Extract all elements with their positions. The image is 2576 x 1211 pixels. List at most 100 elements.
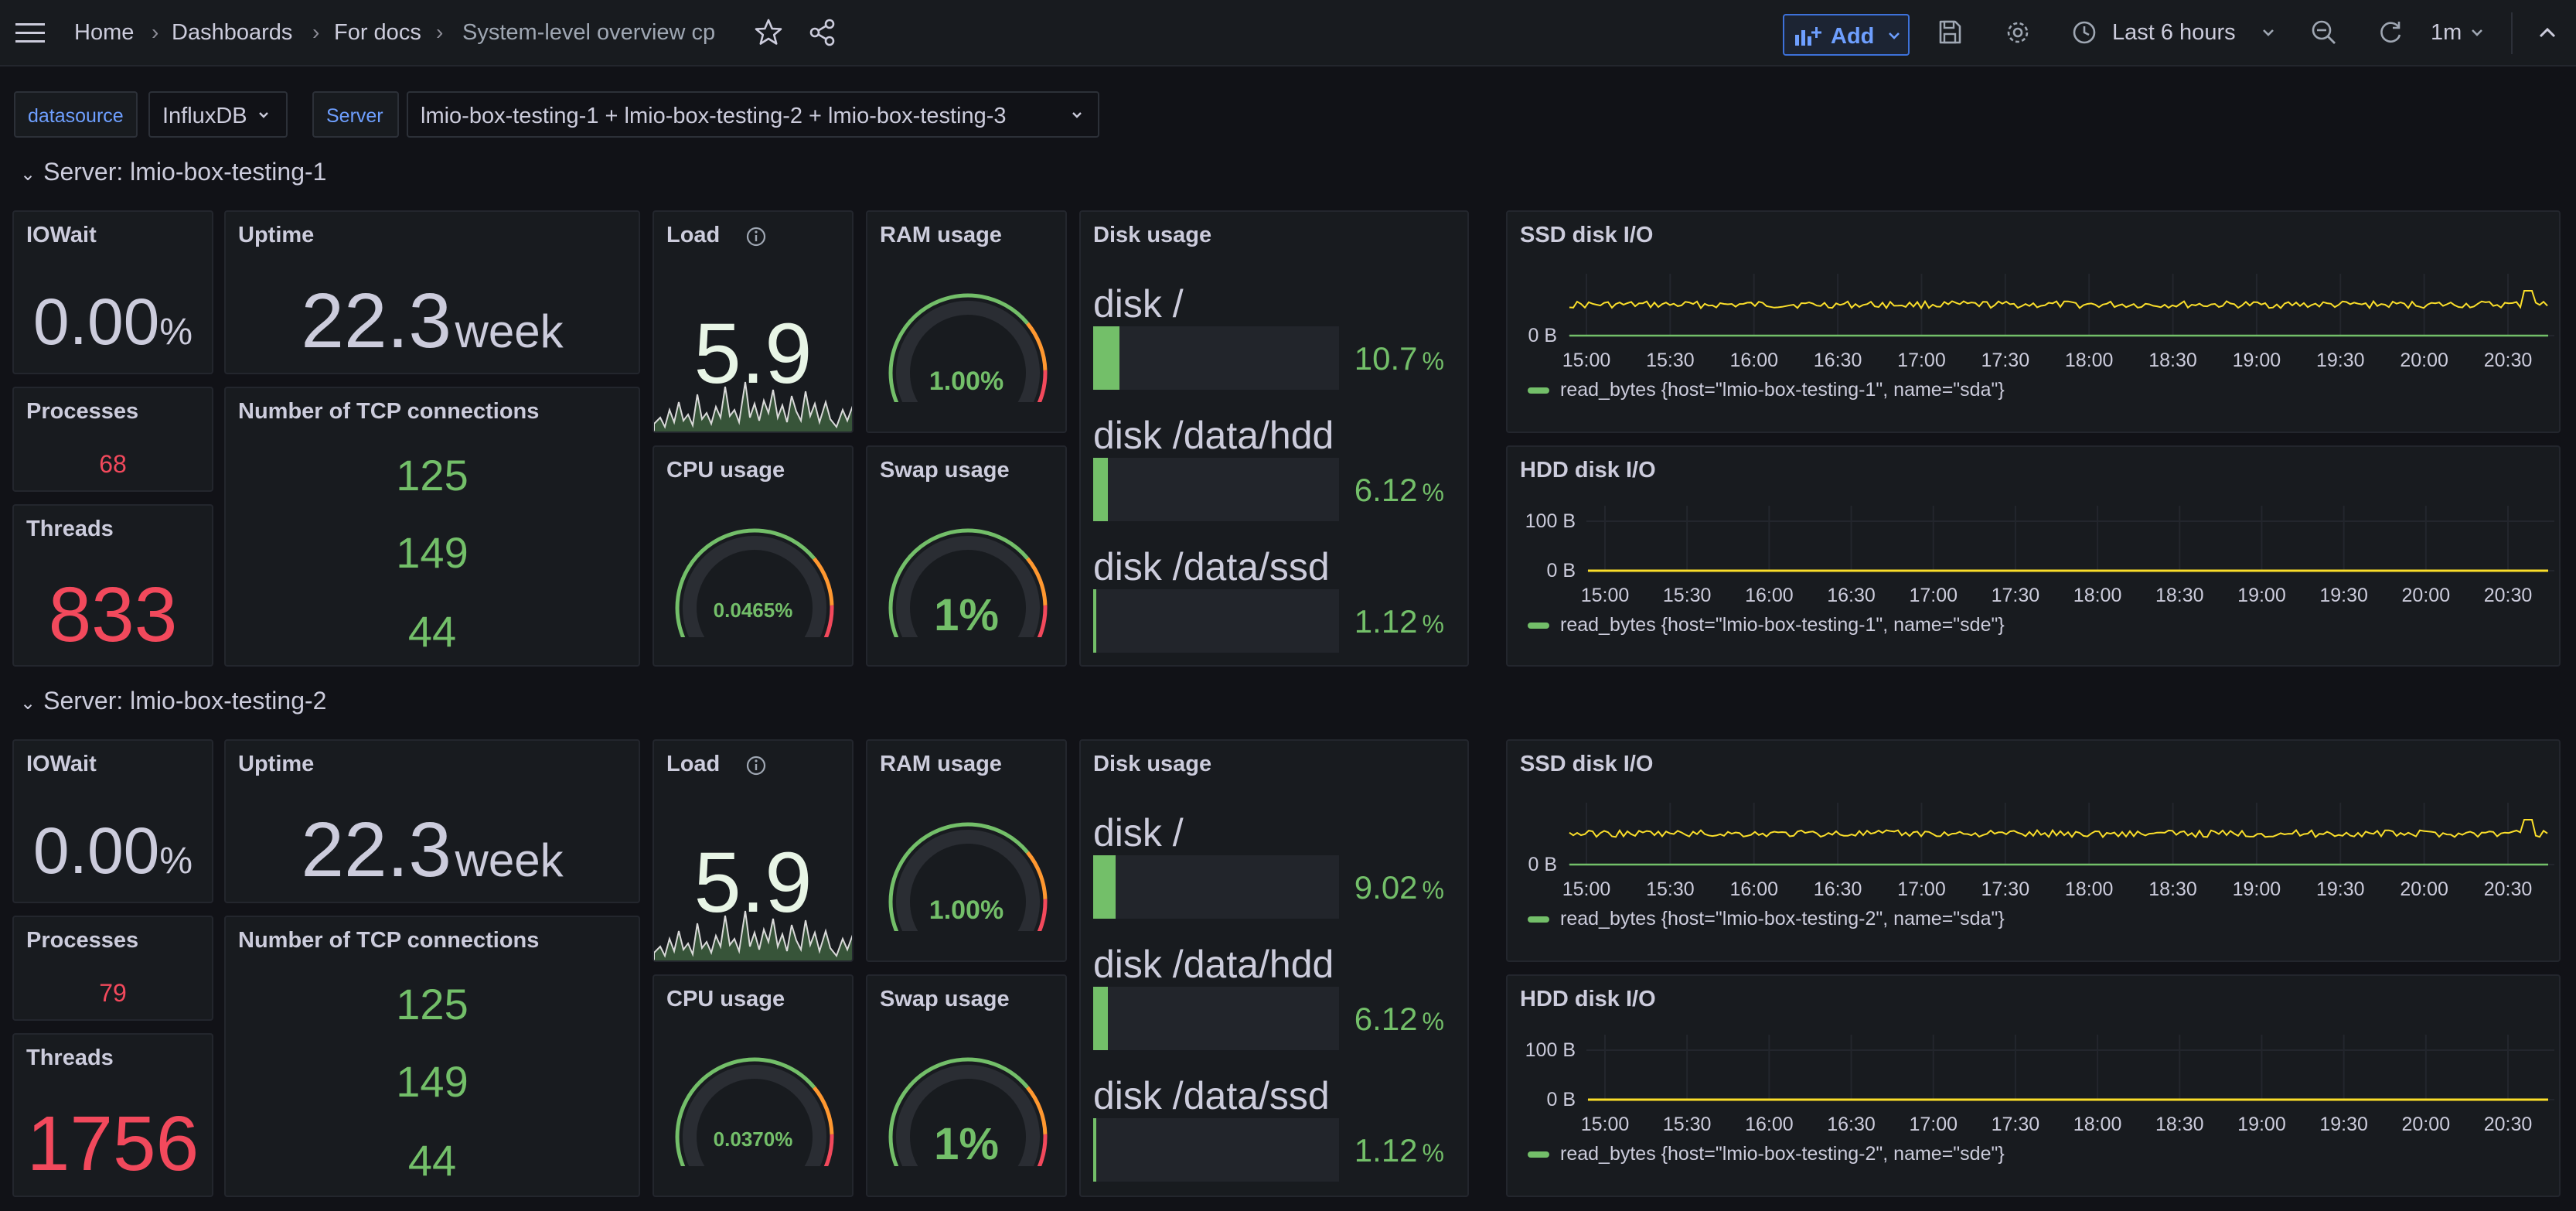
row-header-server-2[interactable]: ⌄ Server: lmio-box-testing-2 — [20, 687, 326, 715]
row-title-text: Server: lmio-box-testing-1 — [43, 158, 327, 186]
clock-icon[interactable] — [2069, 17, 2100, 48]
breadcrumb-folder[interactable]: For docs — [334, 20, 421, 45]
swap-usage-gauge — [888, 1057, 1048, 1166]
legend-item[interactable]: read_bytes {host="lmio-box-testing-2", n… — [1528, 1143, 2005, 1165]
disk-bar-fill — [1093, 987, 1109, 1050]
settings-gear-icon[interactable] — [2002, 17, 2033, 48]
disk-bar-fill — [1093, 458, 1109, 521]
legend-label: read_bytes {host="lmio-box-testing-2", n… — [1560, 1143, 2005, 1165]
zoom-out-icon[interactable] — [2309, 17, 2339, 48]
breadcrumb-home[interactable]: Home — [74, 20, 135, 45]
ram-usage-value: 1.00% — [929, 367, 1004, 396]
panel-ssd-disk-io[interactable]: SSD disk I/O 0 B 15:00 15:30 16:00 16:30 17:0… — [1506, 739, 2561, 962]
load-value: 5.9 — [693, 306, 813, 401]
disk-name: disk /data/ssd — [1093, 545, 1330, 588]
gauge-threshold-arc — [1026, 322, 1048, 370]
legend-label: read_bytes {host="lmio-box-testing-1", n… — [1560, 379, 2005, 401]
disk-value-unit: % — [1422, 347, 1444, 375]
panel-iowait[interactable]: IOWait 0.00% — [12, 210, 213, 374]
refresh-interval-picker[interactable]: 1m — [2431, 20, 2462, 45]
panel-load[interactable]: Load 5.9 — [653, 210, 854, 433]
gauge-track — [683, 536, 826, 637]
disk-value: 10.7% — [1354, 340, 1444, 377]
x-tick-label: 17:30 — [1981, 878, 2030, 900]
variable-select-datasource[interactable]: InfluxDB — [148, 91, 288, 138]
panel-disk-usage[interactable]: Disk usage disk / 9.02% disk /data/hdd 6… — [1079, 739, 1469, 1197]
legend-item[interactable]: read_bytes {host="lmio-box-testing-1", n… — [1528, 379, 2005, 401]
x-tick-label: 18:00 — [2065, 878, 2114, 900]
panel-title: Uptime — [238, 752, 315, 776]
gauge-threshold-arc — [1037, 370, 1048, 402]
panel-title: Load — [666, 223, 721, 247]
panel-title: Processes — [26, 928, 139, 953]
variable-label-server: Server — [312, 91, 399, 138]
panel-hdd-disk-io[interactable]: HDD disk I/O 100 B 0 B 15:00 15:30 16:00 16:3… — [1506, 974, 2561, 1197]
panel-threads[interactable]: Threads 833 — [12, 504, 213, 667]
panel-title: IOWait — [26, 223, 97, 247]
gauge-track — [896, 1065, 1040, 1166]
cpu-usage-value: 0.0370% — [713, 1127, 793, 1151]
uptime-value: 22.3 week — [226, 277, 639, 366]
legend-item[interactable]: read_bytes {host="lmio-box-testing-2", n… — [1528, 908, 2005, 930]
x-tick-label: 20:30 — [2484, 350, 2533, 371]
chevron-down-icon[interactable] — [2261, 25, 2276, 40]
swap-usage-value: 1% — [934, 590, 999, 640]
panel-hdd-disk-io[interactable]: HDD disk I/O 100 B 0 B 15:00 15:30 16:00 16:3… — [1506, 445, 2561, 667]
variable-select-server[interactable]: lmio-box-testing-1 + lmio-box-testing-2 … — [407, 91, 1099, 138]
chevron-down-icon[interactable] — [2469, 25, 2485, 40]
panel-ram-usage[interactable]: RAM usage 1.00% — [866, 739, 1067, 962]
panel-uptime[interactable]: Uptime 22.3 week — [224, 210, 640, 374]
panel-threads[interactable]: Threads 1756 — [12, 1033, 213, 1197]
ssd-io-chart: 0 B15:00 15:30 16:00 16:30 17:00 17:30 18:00 18… — [1528, 803, 2554, 900]
panel-processes[interactable]: Processes 79 — [12, 916, 213, 1021]
x-tick-label: 16:30 — [1814, 350, 1862, 371]
disk-bar — [1093, 1118, 1339, 1182]
x-tick-label: 18:30 — [2155, 585, 2204, 606]
x-tick-label: 20:30 — [2484, 1114, 2533, 1135]
x-tick-label: 16:00 — [1729, 878, 1778, 900]
star-icon[interactable] — [753, 17, 784, 48]
chevron-up-icon[interactable] — [2534, 20, 2561, 46]
x-tick-label: 20:30 — [2484, 585, 2533, 606]
panel-processes[interactable]: Processes 68 — [12, 387, 213, 492]
panel-tcp-connections[interactable]: Number of TCP connections 125 149 44 — [224, 387, 640, 667]
row-header-server-1[interactable]: ⌄ Server: lmio-box-testing-1 — [20, 158, 326, 186]
add-button[interactable]: Add — [1783, 14, 1910, 56]
panel-cpu-usage[interactable]: CPU usage 0.0370% — [653, 974, 854, 1197]
legend-item[interactable]: read_bytes {host="lmio-box-testing-1", n… — [1528, 614, 2005, 636]
gauge-threshold-arc — [823, 1134, 834, 1166]
x-tick-label: 17:30 — [1981, 350, 2030, 371]
panel-swap-usage[interactable]: Swap usage 1% — [866, 445, 1067, 667]
panel-ssd-disk-io[interactable]: SSD disk I/O 0 B 15:00 15:30 16:00 16:30 17:0… — [1506, 210, 2561, 433]
disk-value-unit: % — [1422, 876, 1444, 904]
x-tick-label: 16:30 — [1814, 878, 1862, 900]
load-sparkline — [654, 910, 852, 960]
panel-iowait[interactable]: IOWait 0.00% — [12, 739, 213, 903]
time-range-picker[interactable]: Last 6 hours — [2112, 20, 2236, 45]
breadcrumb-separator: › — [312, 20, 320, 44]
panel-title: IOWait — [26, 752, 97, 776]
panel-swap-usage[interactable]: Swap usage 1% — [866, 974, 1067, 1197]
panel-disk-usage[interactable]: Disk usage disk / 10.7% disk /data/hdd 6… — [1079, 210, 1469, 667]
panel-uptime[interactable]: Uptime 22.3 week — [224, 739, 640, 903]
menu-icon[interactable] — [14, 20, 46, 46]
info-icon[interactable] — [745, 755, 767, 776]
info-icon[interactable] — [745, 226, 767, 247]
breadcrumb-dashboards[interactable]: Dashboards — [172, 20, 293, 45]
x-tick-label: 20:00 — [2400, 878, 2448, 900]
gauge-threshold-arc — [888, 822, 1029, 931]
panel-load[interactable]: Load 5.9 — [653, 739, 854, 962]
x-tick-label: 18:00 — [2065, 350, 2114, 371]
tcp-value: 44 — [407, 1136, 457, 1185]
cpu-usage-gauge — [675, 528, 834, 637]
panel-cpu-usage[interactable]: CPU usage 0.0465% — [653, 445, 854, 667]
disk-value-number: 6.12 — [1354, 472, 1418, 508]
panel-ram-usage[interactable]: RAM usage 1.00% — [866, 210, 1067, 433]
panel-tcp-connections[interactable]: Number of TCP connections 125 149 44 — [224, 916, 640, 1197]
cpu-usage-value: 0.0465% — [713, 599, 793, 622]
refresh-icon[interactable] — [2375, 17, 2406, 48]
io-series-line — [1569, 290, 2548, 310]
disk-bar — [1093, 326, 1339, 390]
share-icon[interactable] — [807, 17, 838, 48]
save-icon[interactable] — [1934, 17, 1965, 48]
